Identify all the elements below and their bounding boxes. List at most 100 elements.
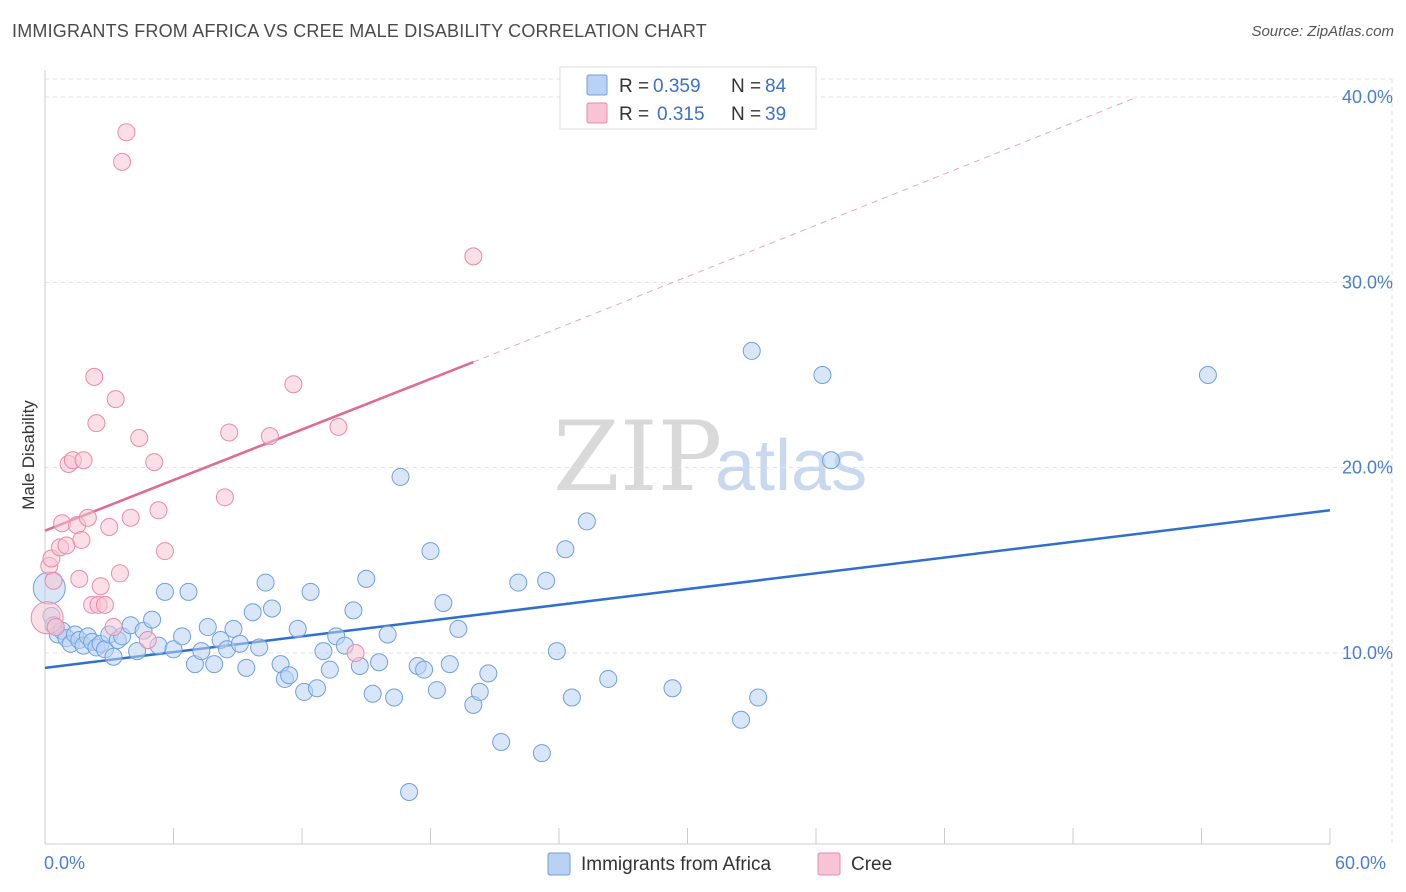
data-point-immigrants-from-africa xyxy=(288,619,307,638)
data-point-immigrants-from-africa xyxy=(1198,366,1217,384)
bottom-legend-label-pink: Cree xyxy=(851,854,892,875)
data-point-cree xyxy=(110,564,129,583)
data-point-immigrants-from-africa xyxy=(320,660,339,679)
x-tick-label-min: 0.0% xyxy=(44,853,85,873)
series-cree xyxy=(30,123,483,662)
data-point-cree xyxy=(464,247,483,266)
data-point-immigrants-from-africa xyxy=(224,619,243,638)
data-point-cree xyxy=(57,536,76,555)
data-point-cree xyxy=(85,367,104,386)
y-tick-label: 20.0% xyxy=(1342,458,1393,478)
data-point-cree xyxy=(95,595,114,614)
legend-n-label-pink: N = xyxy=(731,104,761,125)
data-point-immigrants-from-africa xyxy=(243,603,262,622)
data-point-immigrants-from-africa xyxy=(363,684,382,703)
data-point-cree xyxy=(284,375,303,394)
data-point-immigrants-from-africa xyxy=(391,467,410,486)
y-tick-label: 40.0% xyxy=(1342,87,1393,107)
legend-n-label-blue: N = xyxy=(731,76,761,97)
data-point-immigrants-from-africa xyxy=(314,642,333,661)
legend-r-label-blue: R = xyxy=(619,76,649,97)
data-point-immigrants-from-africa xyxy=(301,582,320,601)
data-point-immigrants-from-africa xyxy=(307,679,326,698)
data-point-immigrants-from-africa xyxy=(556,540,575,559)
data-point-immigrants-from-africa xyxy=(400,783,419,801)
source-label: Source: ZipAtlas.com xyxy=(1251,23,1394,40)
trend-line-pink xyxy=(44,360,474,532)
data-point-immigrants-from-africa xyxy=(357,569,376,588)
y-tick-labels: 10.0% 20.0% 30.0% 40.0% xyxy=(1342,87,1393,663)
legend-r-value-blue: 0.359 xyxy=(653,76,701,97)
data-point-immigrants-from-africa xyxy=(250,638,269,657)
data-point-immigrants-from-africa xyxy=(128,642,147,661)
data-point-cree xyxy=(87,414,106,433)
legend-swatch-blue xyxy=(586,74,608,96)
data-point-immigrants-from-africa xyxy=(577,512,596,531)
legend-r-value-pink: 0.315 xyxy=(657,104,705,125)
data-point-immigrants-from-africa xyxy=(537,571,556,590)
data-point-immigrants-from-africa xyxy=(415,660,434,679)
data-point-immigrants-from-africa xyxy=(104,647,123,666)
data-point-cree xyxy=(329,417,348,436)
data-point-immigrants-from-africa xyxy=(492,732,511,751)
data-point-cree xyxy=(149,501,168,520)
data-point-immigrants-from-africa xyxy=(385,688,404,707)
data-point-cree xyxy=(78,508,97,527)
data-point-cree xyxy=(46,618,65,637)
data-point-immigrants-from-africa xyxy=(479,664,498,683)
data-point-cree xyxy=(100,517,119,536)
data-point-cree xyxy=(155,542,174,561)
data-point-immigrants-from-africa xyxy=(421,542,440,561)
data-point-immigrants-from-africa xyxy=(155,582,174,601)
data-point-immigrants-from-africa xyxy=(440,655,459,674)
data-point-cree xyxy=(121,508,140,527)
series-immigrants-from-africa xyxy=(32,341,1217,801)
data-point-immigrants-from-africa xyxy=(198,618,217,637)
data-point-cree xyxy=(91,577,110,596)
trend-line-pink-extension xyxy=(473,96,1138,363)
legend-n-value-blue: 84 xyxy=(765,76,787,97)
data-point-immigrants-from-africa xyxy=(205,655,224,674)
stats-legend: R = 0.359 N = 84 R = 0.315 N = 39 xyxy=(559,66,817,130)
data-point-immigrants-from-africa xyxy=(179,582,198,601)
data-point-cree xyxy=(346,644,365,662)
data-point-immigrants-from-africa xyxy=(449,619,468,638)
data-point-immigrants-from-africa xyxy=(237,658,256,677)
data-point-immigrants-from-africa xyxy=(378,625,397,644)
data-point-cree xyxy=(44,571,63,590)
data-point-cree xyxy=(260,427,279,446)
data-point-immigrants-from-africa xyxy=(470,682,489,701)
data-point-cree xyxy=(130,429,149,448)
data-point-immigrants-from-africa xyxy=(821,451,840,470)
data-point-cree xyxy=(72,530,91,549)
data-point-immigrants-from-africa xyxy=(192,642,211,661)
data-point-cree xyxy=(106,390,125,409)
y-tick-label: 30.0% xyxy=(1342,272,1393,292)
data-point-immigrants-from-africa xyxy=(256,573,275,592)
data-point-immigrants-from-africa xyxy=(427,681,446,700)
data-point-immigrants-from-africa xyxy=(663,679,682,698)
data-point-cree xyxy=(215,488,234,507)
bottom-legend-swatch-pink xyxy=(817,852,841,876)
data-point-immigrants-from-africa xyxy=(742,341,761,360)
data-point-immigrants-from-africa xyxy=(280,666,299,685)
legend-n-value-pink: 39 xyxy=(765,104,786,125)
bottom-legend-swatch-blue xyxy=(547,852,571,876)
data-point-immigrants-from-africa xyxy=(263,599,282,618)
data-point-immigrants-from-africa xyxy=(143,610,162,629)
bottom-legend-label-blue: Immigrants from Africa xyxy=(581,854,771,875)
data-point-immigrants-from-africa xyxy=(344,601,363,620)
trend-lines xyxy=(44,96,1331,670)
data-point-cree xyxy=(138,631,157,650)
legend-r-label-pink: R = xyxy=(619,104,649,125)
watermark-zip: ZIP xyxy=(553,401,722,513)
data-point-immigrants-from-africa xyxy=(813,366,832,384)
watermark-atlas: atlas xyxy=(715,426,867,506)
data-point-immigrants-from-africa xyxy=(532,744,551,763)
data-point-immigrants-from-africa xyxy=(599,669,618,688)
data-point-immigrants-from-africa xyxy=(509,573,528,592)
data-point-immigrants-from-africa xyxy=(164,640,183,659)
data-point-cree xyxy=(113,152,132,171)
data-point-immigrants-from-africa xyxy=(732,710,751,729)
